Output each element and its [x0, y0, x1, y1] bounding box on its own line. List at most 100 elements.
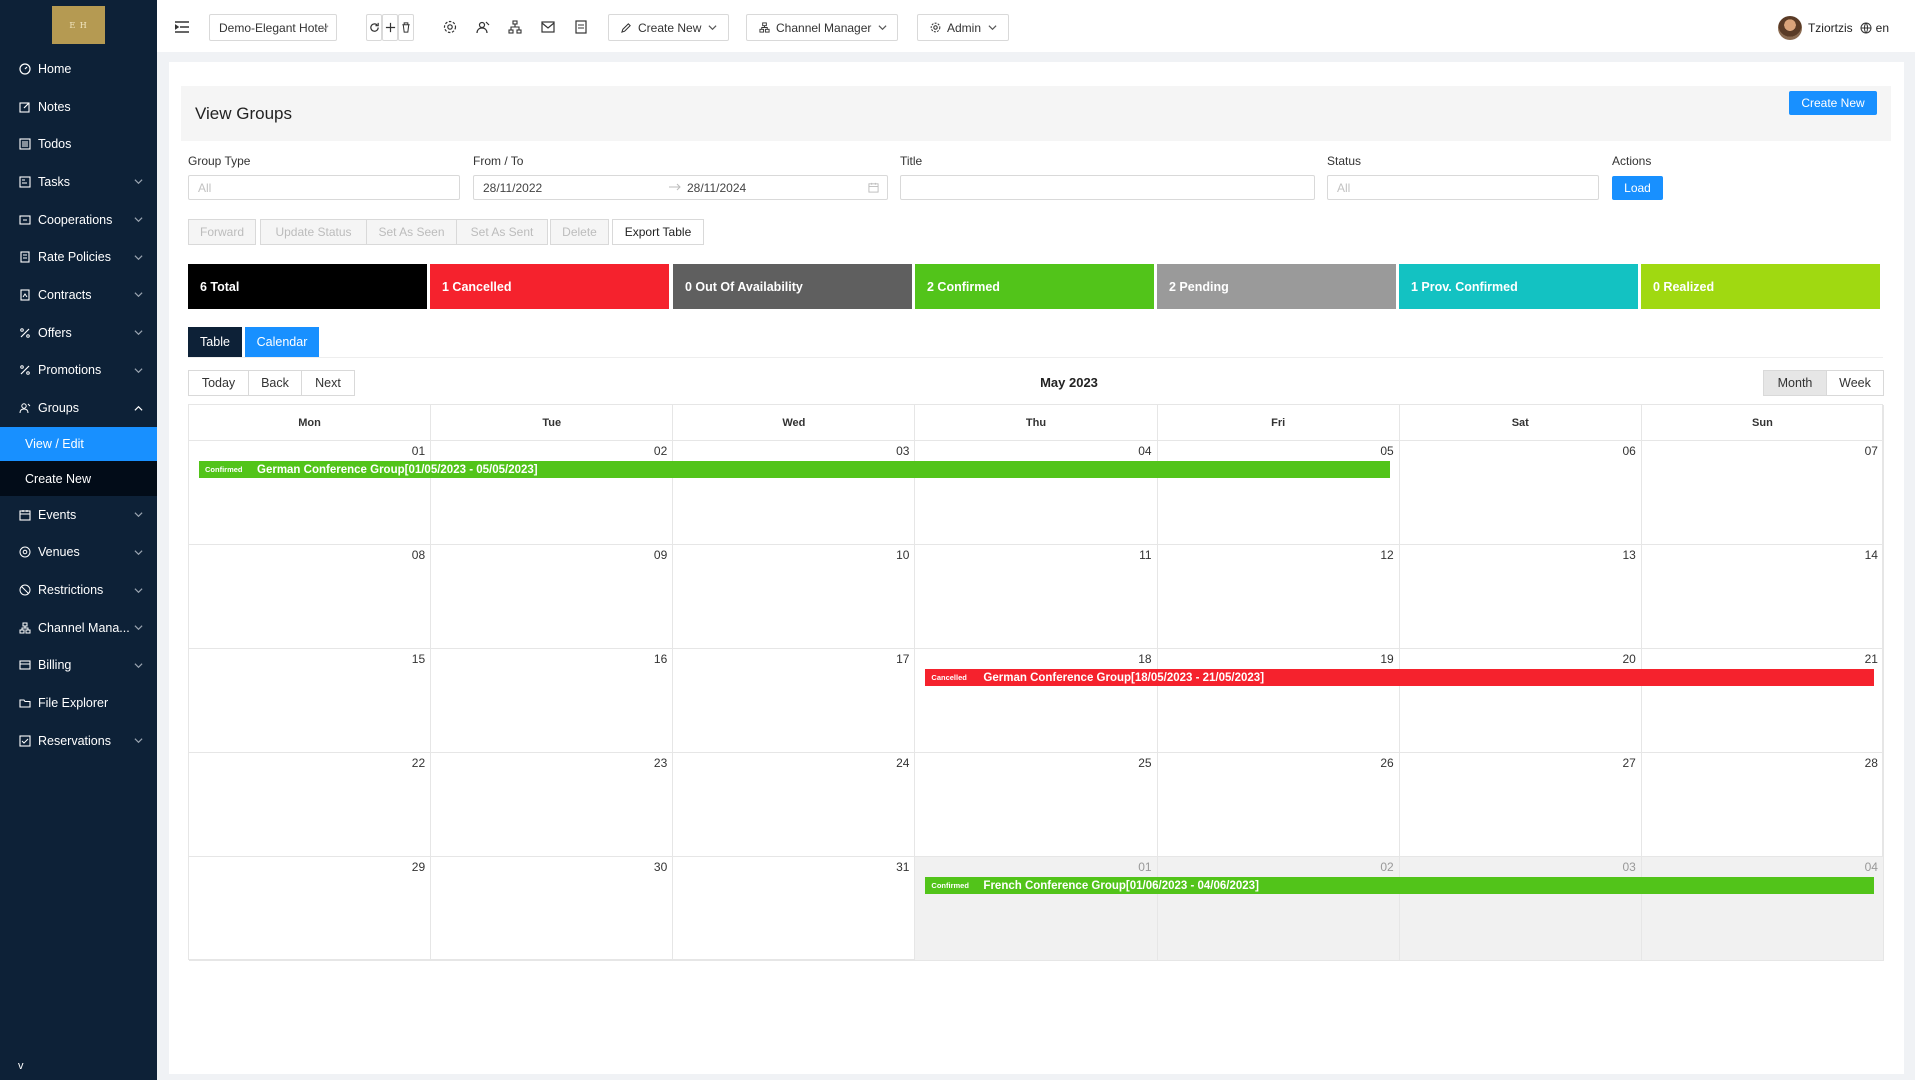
- calendar-day-cell[interactable]: 01: [915, 857, 1158, 961]
- day-number[interactable]: 20: [1622, 652, 1636, 666]
- calendar-day-cell[interactable]: 25: [915, 753, 1158, 857]
- calendar-day-cell[interactable]: 22: [189, 753, 432, 857]
- status-select[interactable]: All: [1327, 175, 1599, 200]
- sidebar-item-events[interactable]: Events: [0, 496, 157, 534]
- calendar-day-cell[interactable]: 10: [673, 545, 916, 649]
- calendar-day-cell[interactable]: 16: [431, 649, 674, 753]
- create-new-button[interactable]: Create New: [1789, 91, 1877, 115]
- from-date[interactable]: 28/11/2022: [483, 180, 543, 195]
- sidebar-item-notes[interactable]: Notes: [0, 88, 157, 126]
- hotel-logo[interactable]: E H: [52, 6, 105, 44]
- day-number[interactable]: 05: [1380, 444, 1394, 458]
- calendar-day-cell[interactable]: 20: [1399, 649, 1642, 753]
- stat-cancelled[interactable]: 1 Cancelled: [430, 264, 669, 309]
- next-button[interactable]: Next: [301, 370, 355, 396]
- sidebar-collapse-toggle[interactable]: v: [18, 1060, 24, 1072]
- calendar-day-cell[interactable]: 29: [189, 857, 432, 961]
- day-number[interactable]: 10: [896, 548, 910, 562]
- calendar-day-cell[interactable]: 04: [915, 441, 1158, 545]
- delete-button[interactable]: Delete: [550, 219, 609, 245]
- calendar-day-cell[interactable]: 23: [431, 753, 674, 857]
- day-number[interactable]: 04: [1138, 444, 1152, 458]
- day-number[interactable]: 17: [896, 652, 910, 666]
- week-view-button[interactable]: Week: [1826, 370, 1884, 396]
- day-number[interactable]: 26: [1380, 756, 1394, 770]
- calendar-day-cell[interactable]: 27: [1399, 753, 1642, 857]
- sidebar-item-tasks[interactable]: Tasks: [0, 163, 157, 201]
- stat-realized[interactable]: 0 Realized: [1641, 264, 1880, 309]
- stat-pending[interactable]: 2 Pending: [1157, 264, 1396, 309]
- calendar-day-cell[interactable]: 03: [1399, 857, 1642, 961]
- calendar-day-cell[interactable]: 30: [431, 857, 674, 961]
- update-status-button[interactable]: Update Status: [260, 219, 367, 245]
- apartment-icon[interactable]: [504, 14, 526, 40]
- calendar-day-cell[interactable]: 28: [1641, 753, 1884, 857]
- sidebar-item-todos[interactable]: Todos: [0, 125, 157, 163]
- day-number[interactable]: 13: [1622, 548, 1636, 562]
- calendar-day-cell[interactable]: 19: [1157, 649, 1400, 753]
- sidebar-item-contracts[interactable]: Contracts: [0, 276, 157, 314]
- day-number[interactable]: 22: [411, 756, 426, 770]
- day-number[interactable]: 31: [896, 860, 910, 874]
- stat-total[interactable]: 6 Total: [188, 264, 427, 309]
- calendar-day-cell[interactable]: 21: [1641, 649, 1884, 753]
- sidebar-subitem-view-edit[interactable]: View / Edit: [0, 426, 157, 462]
- admin-dropdown[interactable]: Admin: [917, 14, 1009, 41]
- sidebar-item-rate-policies[interactable]: Rate Policies: [0, 238, 157, 276]
- day-number[interactable]: 30: [653, 860, 668, 874]
- sidebar-item-restrictions[interactable]: Restrictions: [0, 571, 157, 609]
- tab-table[interactable]: Table: [188, 327, 242, 357]
- group-type-select[interactable]: All: [188, 175, 460, 200]
- day-number[interactable]: 12: [1380, 548, 1394, 562]
- delete-button[interactable]: [398, 14, 414, 41]
- globe-icon[interactable]: [1860, 22, 1872, 34]
- day-number[interactable]: 15: [411, 652, 426, 666]
- stat-confirmed[interactable]: 2 Confirmed: [915, 264, 1154, 309]
- calendar-event[interactable]: Confirmed French Conference Group[01/06/2…: [925, 877, 1874, 894]
- day-number[interactable]: 19: [1380, 652, 1394, 666]
- calendar-day-cell[interactable]: 02: [1157, 857, 1400, 961]
- calendar-event[interactable]: Confirmed German Conference Group[01/05/2…: [199, 461, 1390, 478]
- sidebar-item-home[interactable]: Home: [0, 50, 157, 88]
- month-view-button[interactable]: Month: [1763, 370, 1827, 396]
- calendar-day-cell[interactable]: 01: [189, 441, 432, 545]
- stat-out-of-availability[interactable]: 0 Out Of Availability: [673, 264, 912, 309]
- calendar-day-cell[interactable]: 15: [189, 649, 432, 753]
- day-number[interactable]: 01: [411, 444, 426, 458]
- calendar-day-cell[interactable]: 12: [1157, 545, 1400, 649]
- sidebar-item-billing[interactable]: Billing: [0, 647, 157, 685]
- settings-icon[interactable]: [439, 14, 461, 40]
- day-number[interactable]: 08: [411, 548, 426, 562]
- sidebar-subitem-create-new[interactable]: Create New: [0, 461, 157, 496]
- calendar-day-cell[interactable]: 07: [1641, 441, 1884, 545]
- calendar-day-cell[interactable]: 24: [673, 753, 916, 857]
- export-table-button[interactable]: Export Table: [612, 219, 704, 245]
- day-number[interactable]: 02: [653, 444, 668, 458]
- stat-prov-confirmed[interactable]: 1 Prov. Confirmed: [1399, 264, 1638, 309]
- calendar-day-cell[interactable]: 08: [189, 545, 432, 649]
- title-input[interactable]: [900, 175, 1315, 200]
- day-number[interactable]: 14: [1864, 548, 1878, 562]
- day-number[interactable]: 28: [1864, 756, 1878, 770]
- set-as-seen-button[interactable]: Set As Seen: [366, 219, 457, 245]
- sidebar-item-groups[interactable]: Groups: [0, 389, 157, 427]
- calendar-day-cell[interactable]: 18: [915, 649, 1158, 753]
- calendar-day-cell[interactable]: 06: [1399, 441, 1642, 545]
- day-number[interactable]: 01: [1138, 860, 1152, 874]
- sidebar-item-offers[interactable]: Offers: [0, 314, 157, 352]
- calendar-day-cell[interactable]: 31: [673, 857, 916, 961]
- load-button[interactable]: Load: [1612, 176, 1663, 200]
- calendar-day-cell[interactable]: 03: [673, 441, 916, 545]
- back-button[interactable]: Back: [248, 370, 302, 396]
- day-number[interactable]: 11: [1139, 548, 1152, 562]
- sidebar-item-channel-mana[interactable]: Channel Mana...: [0, 609, 157, 647]
- document-icon[interactable]: [570, 14, 592, 40]
- calendar-day-cell[interactable]: 09: [431, 545, 674, 649]
- day-number[interactable]: 24: [896, 756, 910, 770]
- day-number[interactable]: 09: [653, 548, 668, 562]
- calendar-day-cell[interactable]: 17: [673, 649, 916, 753]
- to-date[interactable]: 28/11/2024: [687, 180, 747, 195]
- menu-fold-icon[interactable]: [171, 14, 193, 40]
- channel-manager-dropdown[interactable]: Channel Manager: [746, 14, 898, 41]
- hotel-select[interactable]: Demo-Elegant Hotel: [209, 14, 337, 41]
